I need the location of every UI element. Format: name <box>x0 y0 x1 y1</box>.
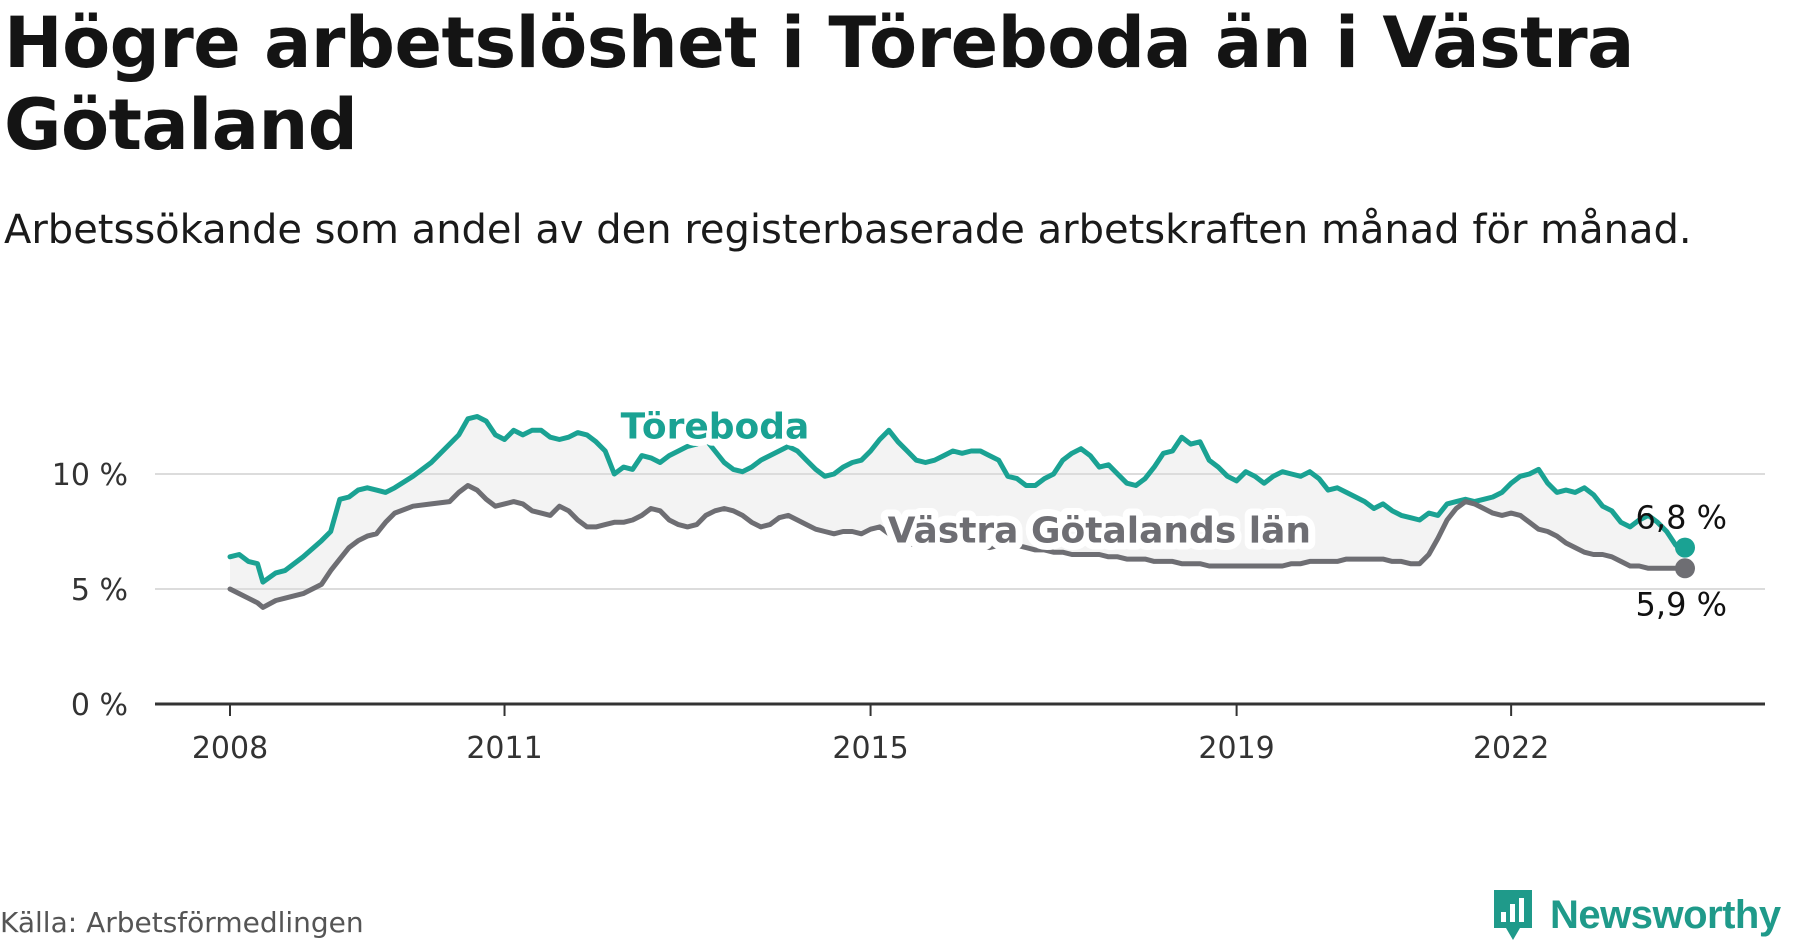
series-label-vastra-gotaland: Västra Götalands län <box>888 511 1311 552</box>
chart-svg: 0 % 5 % 10 % 2008 2011 2015 2019 2022 6,8 % 5,9 %… <box>52 399 1765 766</box>
series-label-toreboda: Töreboda <box>621 406 810 447</box>
y-tick-label: 0 % <box>71 688 128 723</box>
y-tick-label: 10 % <box>52 458 128 493</box>
series-line-vastra-gotaland <box>227 483 1688 610</box>
y-tick-label: 5 % <box>71 573 128 608</box>
x-tick-label: 2008 <box>192 731 268 766</box>
series-line-toreboda <box>227 414 1688 585</box>
source-note: Källa: Arbetsförmedlingen <box>0 906 364 939</box>
end-label-vastra-gotaland: 5,9 % <box>1636 585 1727 623</box>
brand[interactable]: Newsworthy <box>1490 884 1781 946</box>
newsworthy-logo-icon <box>1494 890 1532 940</box>
chart-subtitle: Arbetssökande som andel av den registerb… <box>4 207 1692 253</box>
x-tick-label: 2022 <box>1473 731 1549 766</box>
chart-title: Högre arbetslöshet i Töreboda än i Västr… <box>4 2 1634 166</box>
x-tick-label: 2011 <box>466 731 542 766</box>
end-label-toreboda: 6,8 % <box>1636 499 1727 537</box>
line-chart: 0 % 5 % 10 % 2008 2011 2015 2019 2022 6,8 % 5,9 %… <box>0 380 1800 800</box>
brand-name: Newsworthy <box>1550 892 1781 937</box>
end-point-vastra-gotaland <box>1675 558 1695 579</box>
x-tick-label: 2019 <box>1198 731 1274 766</box>
end-point-toreboda <box>1675 537 1695 558</box>
x-tick-label: 2015 <box>832 731 908 766</box>
